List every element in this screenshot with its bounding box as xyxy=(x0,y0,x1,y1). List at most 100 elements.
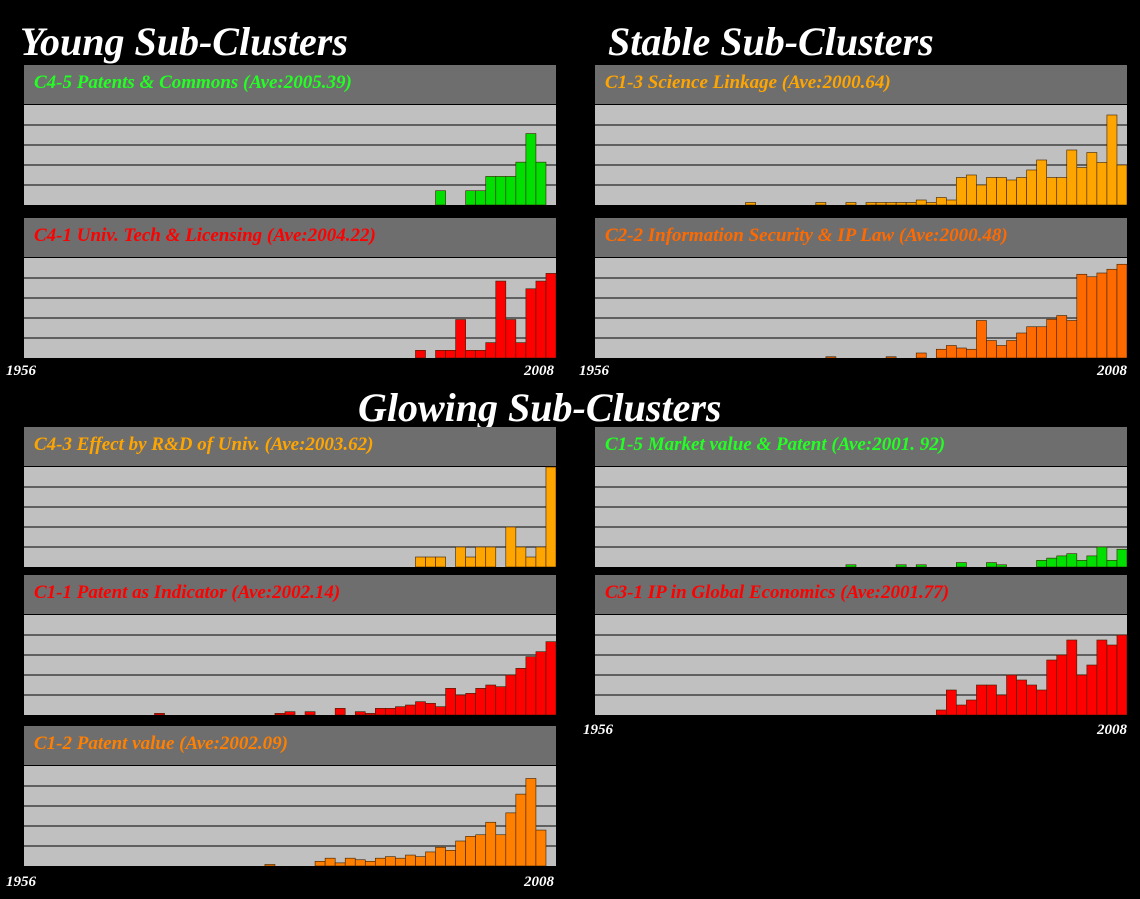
bar xyxy=(915,352,927,358)
heading-young: Young Sub-Clusters xyxy=(20,19,348,64)
bar xyxy=(415,856,426,866)
bar xyxy=(445,350,456,358)
chart-svg xyxy=(595,65,1127,205)
bar xyxy=(435,190,446,205)
panel-c4-1: C4-1 Univ. Tech & Licensing (Ave:2004.22… xyxy=(24,218,556,358)
bar xyxy=(475,688,487,715)
bar xyxy=(505,319,517,358)
chart-svg xyxy=(24,575,556,715)
bar xyxy=(465,350,476,358)
chart-title: C2-2 Information Security & IP Law (Ave:… xyxy=(605,225,1008,246)
chart-title: C4-1 Univ. Tech & Licensing (Ave:2004.22… xyxy=(34,225,376,246)
bar xyxy=(1026,169,1037,205)
bar xyxy=(935,709,947,715)
bar xyxy=(525,656,537,715)
axis-start-label: 1956 xyxy=(6,363,36,379)
bar xyxy=(1076,167,1088,205)
bar xyxy=(976,320,987,358)
panel-c3-1: C3-1 IP in Global Economics (Ave:2001.77… xyxy=(595,575,1127,715)
bar xyxy=(946,689,957,715)
bar xyxy=(1056,315,1068,358)
bar xyxy=(1046,177,1058,205)
bar xyxy=(455,840,466,866)
bar xyxy=(525,288,537,358)
bar xyxy=(996,177,1007,205)
bar xyxy=(405,854,416,866)
bar xyxy=(485,821,497,866)
axis-start-label: 1956 xyxy=(579,363,609,379)
chart-svg xyxy=(24,218,556,358)
bar xyxy=(966,699,977,715)
bar xyxy=(505,812,517,866)
bar xyxy=(304,711,316,715)
chart-title: C1-5 Market value & Patent (Ave:2001. 92… xyxy=(605,434,946,455)
bar xyxy=(1036,326,1047,358)
bar xyxy=(1106,268,1118,358)
panel-c1-5: C1-5 Market value & Patent (Ave:2001. 92… xyxy=(595,427,1127,567)
bar xyxy=(445,850,456,866)
bar xyxy=(415,556,426,567)
bar xyxy=(845,202,857,205)
bar xyxy=(415,350,426,358)
bar xyxy=(915,199,927,205)
bar xyxy=(925,202,937,205)
bar xyxy=(475,546,487,567)
bar xyxy=(515,793,527,866)
bar xyxy=(535,161,547,205)
bar xyxy=(324,857,336,866)
title-bar xyxy=(595,575,1127,615)
bar xyxy=(1056,177,1068,205)
bar xyxy=(1106,644,1118,715)
chart-svg xyxy=(595,575,1127,715)
bar xyxy=(505,526,517,567)
chart-title: C4-3 Effect by R&D of Univ. (Ave:2003.62… xyxy=(34,434,374,455)
bar xyxy=(505,176,517,205)
bar xyxy=(354,859,366,866)
bar xyxy=(1066,639,1078,715)
bar xyxy=(1016,177,1027,205)
bar xyxy=(915,564,927,567)
title-bar xyxy=(24,427,556,467)
bar xyxy=(885,356,897,358)
bar xyxy=(1086,555,1098,567)
bar xyxy=(1006,674,1017,715)
bar xyxy=(475,834,487,866)
bar xyxy=(495,176,507,205)
bar xyxy=(465,693,476,715)
bar xyxy=(1016,679,1027,715)
chart-svg xyxy=(24,427,556,567)
panel-c1-1: C1-1 Patent as Indicator (Ave:2002.14) xyxy=(24,575,556,715)
bar xyxy=(976,184,987,205)
chart-title: C3-1 IP in Global Economics (Ave:2001.77… xyxy=(605,582,950,603)
bar xyxy=(344,857,356,866)
bar xyxy=(545,273,556,358)
bar xyxy=(845,564,857,567)
bar xyxy=(986,340,997,358)
bar xyxy=(1056,654,1068,715)
axis-start-label: 1956 xyxy=(583,722,613,738)
bar xyxy=(274,713,286,715)
bar xyxy=(455,694,466,715)
bar xyxy=(154,713,165,715)
bar xyxy=(385,856,396,866)
bar xyxy=(1096,546,1108,567)
bar xyxy=(986,177,997,205)
bar xyxy=(465,556,476,567)
title-bar xyxy=(24,65,556,105)
bar xyxy=(284,711,296,715)
bar xyxy=(455,319,466,358)
chart-title: C4-5 Patents & Commons (Ave:2005.39) xyxy=(34,72,352,93)
bar xyxy=(885,202,897,205)
bar xyxy=(364,713,376,715)
bar xyxy=(976,684,987,715)
bar xyxy=(525,778,537,866)
bar xyxy=(935,197,947,205)
bar xyxy=(535,546,547,567)
bar xyxy=(535,280,547,358)
bar xyxy=(1046,318,1058,358)
bar xyxy=(1116,263,1127,358)
bar xyxy=(1046,659,1058,715)
bar xyxy=(314,861,326,866)
bar xyxy=(545,641,556,715)
bar xyxy=(395,857,406,866)
